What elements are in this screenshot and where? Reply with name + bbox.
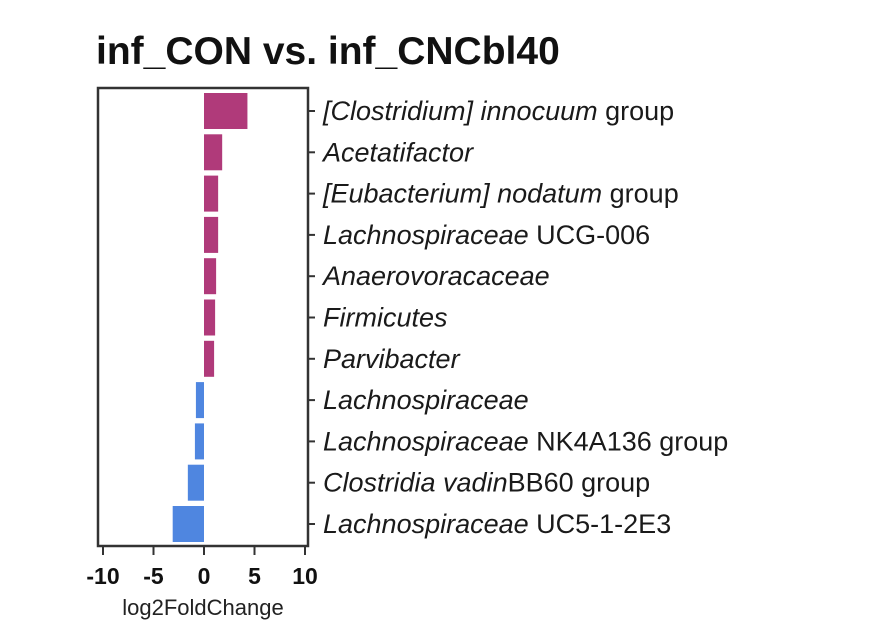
category-label-7: Parvibacter [323, 344, 461, 374]
category-label-1: [Clostridium] innocuum group [322, 96, 674, 126]
category-label-6-part-1: Firmicutes [323, 303, 448, 333]
x-tick-label-4: 5 [248, 563, 261, 589]
bar-3 [204, 175, 219, 212]
bar-11 [172, 506, 204, 542]
bar-2 [204, 134, 223, 171]
category-label-10-part-1: Clostridia vadin [323, 468, 508, 498]
category-label-5-part-1: Anaerovoracaceae [321, 261, 550, 291]
category-label-3-part-2: group [602, 179, 679, 209]
bar-7 [204, 340, 215, 377]
bars-layer [172, 93, 248, 542]
category-label-3: [Eubacterium] nodatum group [322, 179, 679, 209]
chart-title: inf_CON vs. inf_CNCbl40 [96, 30, 560, 73]
x-axis-title: log2FoldChange [122, 595, 283, 620]
category-label-1-part-1: [Clostridium] innocuum [322, 96, 598, 126]
category-label-9-part-1: Lachnospiraceae [323, 426, 529, 456]
bar-1 [204, 93, 248, 129]
category-label-4-part-2: UCG-006 [529, 220, 651, 250]
bar-5 [204, 258, 217, 295]
category-label-4: Lachnospiraceae UCG-006 [323, 220, 650, 250]
category-label-3-part-1: [Eubacterium] nodatum [322, 179, 602, 209]
category-label-10: Clostridia vadinBB60 group [323, 468, 650, 498]
bar-6 [204, 299, 216, 336]
category-label-11-part-2: UC5-1-2E3 [529, 509, 672, 539]
category-label-8-part-1: Lachnospiraceae [323, 385, 529, 415]
category-label-6: Firmicutes [323, 303, 448, 333]
y-axis-ticks [308, 110, 315, 525]
x-axis-ticks: -10 -5 0 5 10 [86, 546, 318, 589]
bar-4 [204, 216, 219, 253]
category-label-9-part-2: NK4A136 group [529, 426, 729, 456]
x-tick-label-5: 10 [292, 563, 318, 589]
category-label-11-part-1: Lachnospiraceae [323, 509, 529, 539]
category-label-8: Lachnospiraceae [323, 385, 529, 415]
category-label-11: Lachnospiraceae UC5-1-2E3 [323, 509, 671, 539]
category-label-2: Acetatifactor [321, 137, 474, 167]
category-label-2-part-1: Acetatifactor [321, 137, 474, 167]
category-label-9: Lachnospiraceae NK4A136 group [323, 426, 728, 456]
bar-10 [187, 464, 204, 501]
x-tick-label-1: -10 [86, 563, 119, 589]
category-label-4-part-1: Lachnospiraceae [323, 220, 529, 250]
category-label-10-part-2: BB60 group [508, 468, 651, 498]
category-label-5: Anaerovoracaceae [321, 261, 550, 291]
category-label-1-part-2: group [598, 96, 675, 126]
x-tick-label-2: -5 [143, 563, 164, 589]
bar-8 [195, 382, 204, 419]
category-labels: [Clostridium] innocuum group Acetatifacto… [321, 96, 728, 539]
bar-9 [194, 423, 204, 460]
x-tick-label-3: 0 [198, 563, 211, 589]
category-label-7-part-1: Parvibacter [323, 344, 461, 374]
